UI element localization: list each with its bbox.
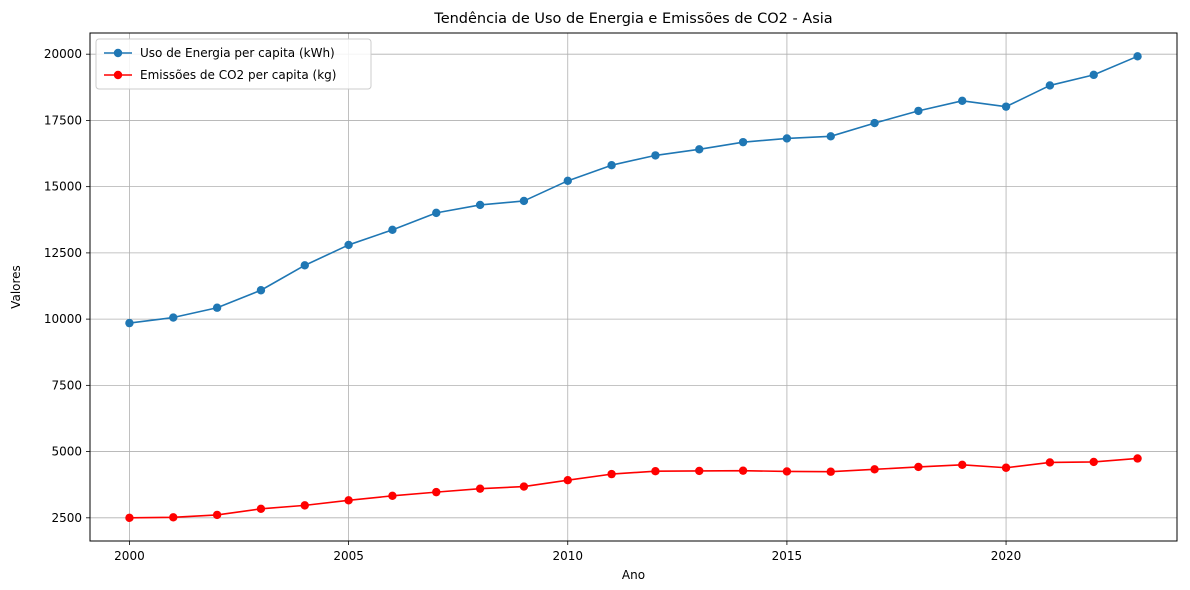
data-point (738, 466, 748, 475)
data-point (782, 134, 792, 143)
data-point (519, 482, 529, 491)
data-point (169, 313, 178, 322)
y-tick-label: 20000 (44, 47, 82, 61)
data-point (563, 475, 572, 485)
y-tick-label: 17500 (44, 113, 82, 127)
legend-item: Emissões de CO2 per capita (kg) (104, 68, 336, 82)
data-point (388, 491, 397, 501)
data-point (432, 487, 441, 497)
x-tick-label: 2015 (772, 549, 803, 563)
x-tick-label: 2005 (333, 549, 364, 563)
y-axis-title: Valores (9, 265, 23, 309)
legend-label: Uso de Energia per capita (kWh) (140, 46, 335, 60)
y-tick-label: 2500 (51, 511, 82, 525)
legend-item: Uso de Energia per capita (kWh) (104, 46, 335, 60)
data-point (300, 261, 309, 270)
legend-marker (113, 48, 123, 58)
series-2 (125, 454, 1142, 523)
grid (90, 33, 1177, 541)
data-point (695, 145, 704, 154)
data-point (651, 151, 660, 160)
data-point (1089, 457, 1098, 467)
data-point (782, 467, 792, 476)
legend-label: Emissões de CO2 per capita (kg) (140, 68, 336, 82)
y-tick-label: 15000 (44, 180, 82, 194)
data-point (1089, 70, 1098, 80)
data-point (125, 513, 134, 523)
x-tick-label: 2020 (991, 549, 1022, 563)
data-point (914, 462, 923, 472)
data-point (563, 176, 572, 186)
legend-marker (113, 70, 123, 80)
data-point (388, 225, 397, 235)
data-point (826, 467, 835, 476)
plot-frame (89, 32, 1178, 542)
data-point (958, 460, 967, 470)
series-line (129, 55, 1138, 324)
y-tick-label: 5000 (51, 445, 82, 459)
data-point (607, 160, 616, 170)
data-point (1133, 52, 1142, 61)
data-point (300, 501, 309, 510)
data-point (475, 200, 485, 210)
x-tick-label: 2010 (552, 549, 583, 563)
data-point (695, 466, 704, 476)
series-1 (125, 52, 1142, 328)
data-point (738, 137, 748, 147)
data-point (1001, 463, 1011, 472)
data-point (1001, 102, 1011, 111)
data-point (870, 118, 879, 128)
data-point (1045, 458, 1055, 467)
data-point (914, 106, 923, 116)
data-point (212, 510, 222, 520)
y-tick-label: 10000 (44, 312, 82, 326)
data-point (651, 466, 660, 476)
y-tick-label: 12500 (44, 246, 82, 260)
chart-title: Tendência de Uso de Energia e Emissões d… (433, 11, 832, 27)
data-point (344, 240, 353, 250)
x-tick-label: 2000 (114, 549, 145, 563)
series-line (129, 457, 1138, 519)
data-point (256, 504, 266, 514)
data-point (169, 513, 178, 522)
legend: Uso de Energia per capita (kWh) Emissões … (95, 38, 372, 90)
data-point (1045, 81, 1055, 90)
data-point (519, 196, 529, 206)
data-point (344, 496, 353, 505)
data-point (125, 318, 134, 328)
y-tick-label: 7500 (51, 378, 82, 392)
series-layer (125, 52, 1142, 523)
data-point (607, 469, 616, 479)
data-point (958, 96, 967, 106)
data-point (256, 286, 266, 295)
data-point (826, 132, 835, 141)
data-point (212, 303, 222, 312)
legend-box (95, 38, 372, 90)
ticks: 2000 2005 2010 2015 2020 2500 5000 7500 10000 125… (44, 47, 1022, 563)
data-point (870, 465, 879, 474)
data-point (1133, 454, 1142, 463)
x-axis-title: Ano (622, 568, 645, 582)
data-point (432, 208, 441, 218)
data-point (475, 484, 485, 493)
